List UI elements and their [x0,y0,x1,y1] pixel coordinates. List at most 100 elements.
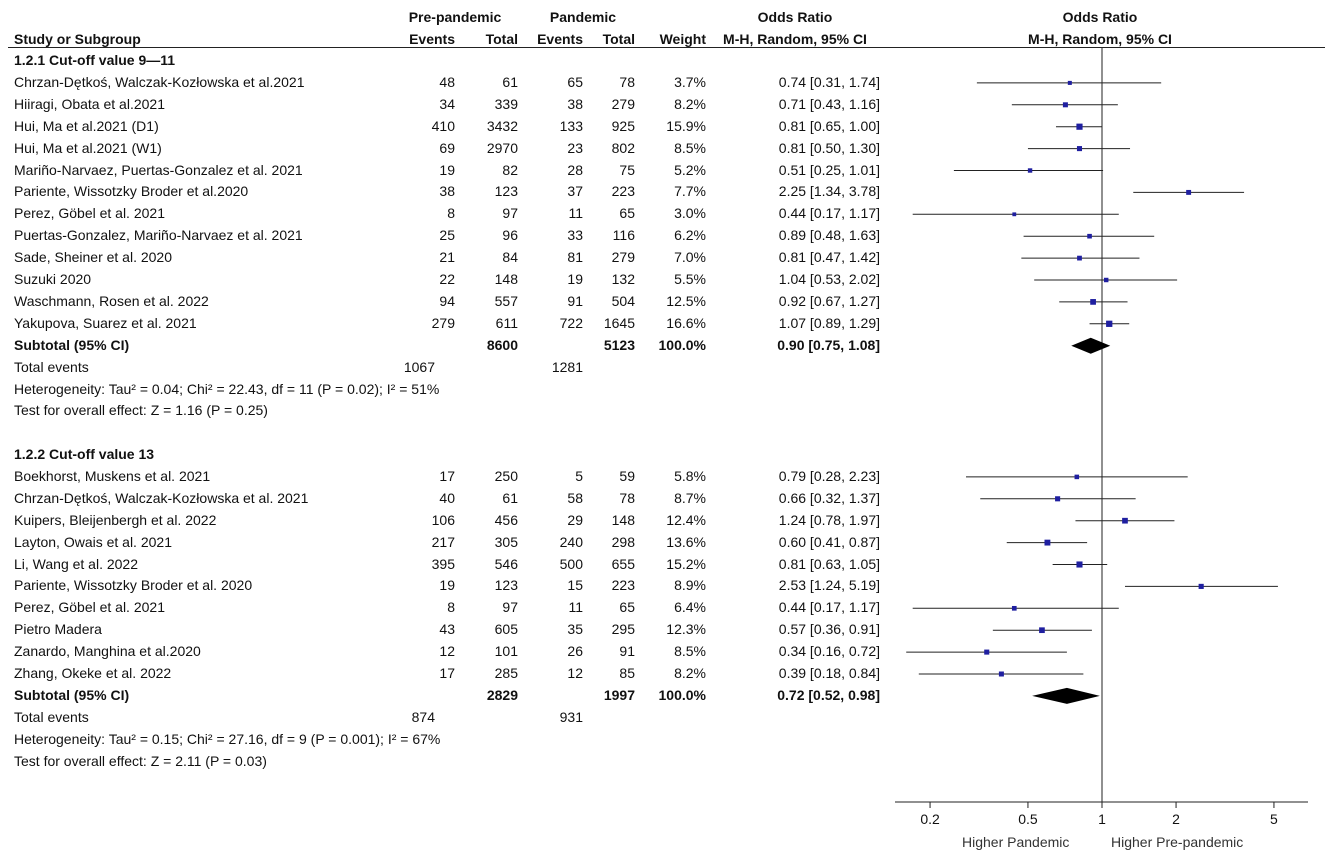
pooled-diamond [1032,687,1100,704]
subtotal-t2: 5123 [603,336,635,353]
study-t1: 3432 [486,117,518,134]
study-name: Kuipers, Bleijenbergh et al. 2022 [14,511,217,528]
study-e1: 8 [447,205,455,222]
study-e1: 43 [439,621,455,638]
study-square [1074,474,1080,480]
study-t1: 456 [494,511,518,528]
x-tick-label: 0.2 [920,811,940,827]
study-e2: 33 [567,227,583,244]
subgroup-title: 1.2.2 Cut-off value 13 [14,446,155,462]
study-ci: 0.66 [0.32, 1.37] [778,489,880,506]
study-t2: 925 [611,117,635,134]
study-ci: 2.53 [1.24, 5.19] [778,577,880,594]
study-e1: 25 [439,227,455,244]
study-name: Puertas-Gonzalez, Mariño-Narvaez et al. … [14,227,303,244]
study-e1: 17 [439,665,455,681]
study-t2: 78 [619,73,635,90]
study-weight: 3.7% [674,73,706,90]
study-ci: 2.25 [1.34, 3.78] [778,183,880,200]
subtotal-ci: 0.72 [0.52, 0.98] [777,686,880,703]
study-square [1076,146,1083,152]
study-name: Li, Wang et al. 2022 [14,555,139,572]
study-weight: 15.9% [666,117,706,134]
study-e2: 28 [567,161,583,178]
subtotal-label: Subtotal (95% CI) [14,336,130,353]
total-events-label: Total events [14,708,89,725]
study-weight: 12.5% [666,292,706,309]
overall-effect: Test for overall effect: Z = 2.11 (P = 0… [14,752,267,769]
total-events-e1: 874 [411,708,435,725]
study-ci: 0.74 [0.31, 1.74] [778,73,880,90]
study-e1: 106 [431,511,455,528]
study-square [1090,299,1096,305]
study-name: Hiiragi, Obata et al.2021 [14,95,165,112]
study-e2: 722 [559,314,583,331]
study-e2: 26 [567,643,583,660]
study-e1: 217 [431,533,455,550]
study-t1: 305 [494,533,518,550]
study-square [1186,189,1192,195]
subgroup-title: 1.2.1 Cut-off value 9—11 [14,52,176,68]
study-e2: 133 [559,117,583,134]
study-ci: 1.07 [0.89, 1.29] [778,314,880,331]
study-t2: 65 [619,599,635,616]
study-e2: 500 [559,555,583,572]
study-square [1122,517,1128,524]
study-weight: 7.0% [674,249,706,266]
study-t1: 557 [494,292,518,309]
study-e2: 91 [567,292,583,309]
study-square [1067,80,1072,85]
total-events-e2: 1281 [551,358,583,375]
pooled-diamond [1071,337,1111,354]
subtotal-t1: 2829 [486,686,518,703]
study-ci: 0.81 [0.63, 1.05] [778,555,880,572]
study-e2: 35 [567,621,583,638]
study-e2: 23 [567,139,583,156]
study-ci: 0.71 [0.43, 1.16] [778,95,880,112]
study-weight: 13.6% [666,533,706,550]
study-square [1106,320,1113,327]
study-t1: 2970 [486,139,518,156]
study-t1: 285 [494,665,518,681]
subtotal-ci: 0.90 [0.75, 1.08] [777,336,880,353]
header-total-1: Total [485,31,518,47]
study-square [1044,539,1051,546]
study-weight: 8.5% [674,139,706,156]
subtotal-label: Subtotal (95% CI) [14,686,130,703]
heterogeneity: Heterogeneity: Tau² = 0.15; Chi² = 27.16… [14,730,441,747]
study-weight: 12.4% [666,511,706,528]
study-e1: 17 [439,467,455,484]
study-square [1012,212,1017,217]
study-t2: 223 [611,183,635,200]
study-name: Layton, Owais et al. 2021 [14,533,172,550]
subtotal-weight: 100.0% [658,336,706,353]
study-name: Perez, Göbel et al. 2021 [14,205,165,222]
study-e1: 19 [439,161,455,178]
header-or-method: M-H, Random, 95% CI [723,31,867,47]
study-name: Waschmann, Rosen et al. 2022 [14,292,209,309]
study-e1: 22 [439,271,455,287]
header-study: Study or Subgroup [14,31,141,47]
study-ci: 1.04 [0.53, 2.02] [778,271,880,287]
study-weight: 8.9% [674,577,706,594]
study-ci: 0.81 [0.47, 1.42] [778,249,880,266]
x-tick-label: 5 [1270,811,1278,827]
study-t2: 91 [619,643,635,660]
study-square [1076,561,1083,568]
header-total-2: Total [602,31,635,47]
axis-label-right: Higher Pre-pandemic [1111,834,1244,850]
header-plot-title: Odds Ratio [1062,9,1138,25]
study-name: Pietro Madera [14,621,102,638]
x-tick-label: 2 [1172,811,1180,827]
study-weight: 7.7% [674,183,706,200]
study-square [1198,583,1204,589]
study-name: Hui, Ma et al.2021 (D1) [14,117,159,134]
study-weight: 8.2% [674,95,706,112]
study-weight: 8.5% [674,643,706,660]
study-weight: 5.5% [674,271,706,287]
study-t2: 298 [611,533,635,550]
study-t1: 611 [495,314,518,331]
study-t1: 82 [502,161,518,178]
study-t1: 148 [494,271,518,287]
